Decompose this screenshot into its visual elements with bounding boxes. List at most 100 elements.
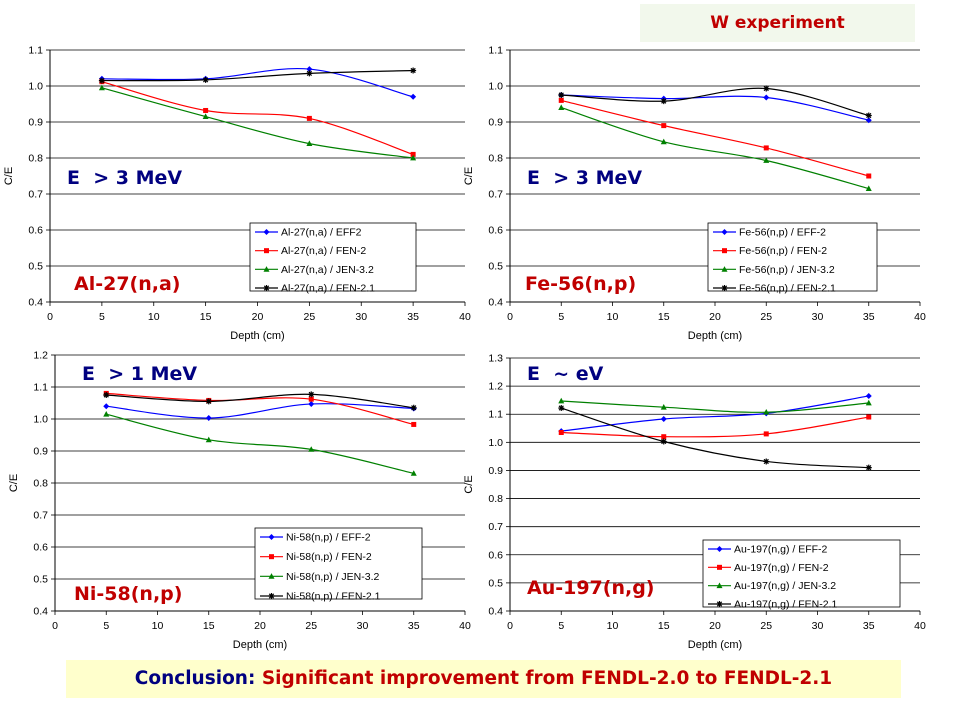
legend-label: Au-197(n,g) / FEN-2.1: [734, 599, 837, 611]
data-point: [558, 92, 565, 98]
y-tick-label: 0.7: [488, 521, 503, 533]
y-tick-label: 1.0: [33, 414, 48, 426]
data-point: [660, 438, 667, 445]
y-tick-label: 0.6: [33, 542, 48, 554]
data-point: [410, 93, 417, 100]
x-tick-label: 5: [99, 311, 105, 323]
x-axis-title: Depth (cm): [233, 639, 287, 651]
data-point: [103, 392, 110, 398]
x-tick-label: 10: [607, 620, 619, 632]
legend-marker: [716, 546, 723, 552]
data-point: [763, 431, 769, 437]
x-tick-label: 10: [152, 620, 164, 632]
x-tick-label: 35: [407, 311, 419, 323]
series-line: [101, 81, 414, 155]
x-tick-label: 0: [52, 620, 58, 632]
x-axis-title: Depth (cm): [688, 639, 742, 651]
data-point: [202, 76, 209, 83]
data-point: [308, 446, 315, 452]
data-point: [202, 113, 209, 119]
x-tick-label: 30: [355, 311, 367, 323]
legend-label: Al-27(n,a) / EFF2: [281, 227, 362, 239]
reaction-label: Al-27(n,a): [74, 273, 180, 295]
data-point: [661, 123, 667, 129]
x-tick-label: 35: [863, 620, 875, 632]
y-tick-label: 1.2: [488, 381, 503, 393]
x-tick-label: 15: [658, 620, 670, 632]
legend-label: Au-197(n,g) / FEN-2: [734, 562, 829, 574]
chart-al27: 0.4 0.5 0.6 0.7 0.8 0.9 1.0 1.1 0 5 10 15 20 25 30 35 40…: [3, 45, 471, 343]
y-axis-title: C/E: [463, 475, 475, 493]
data-point: [660, 138, 667, 145]
x-tick-label: 5: [558, 620, 564, 632]
legend-marker: [264, 248, 269, 254]
x-tick-label: 30: [812, 311, 824, 323]
series-line: [561, 94, 869, 121]
legend-label: Fe-56(n,p) / FEN-2.1: [739, 283, 836, 295]
energy-label: E > 1 MeV: [82, 363, 197, 385]
reaction-label: Au-197(n,g): [527, 577, 655, 599]
data-point: [763, 94, 770, 101]
y-tick-label: 0.9: [488, 117, 503, 129]
data-point: [103, 411, 110, 417]
legend-label: Ni-58(n,p) / FEN-2.1: [286, 591, 381, 603]
legend-marker: [268, 593, 275, 599]
x-tick-label: 0: [47, 311, 53, 323]
chart-au197: 0.4 0.5 0.6 0.7 0.8 0.9 1.0 1.1 1.2 1.3 0 5 10 15 20 25…: [463, 353, 926, 652]
x-tick-label: 0: [507, 620, 513, 632]
data-point: [558, 97, 564, 103]
y-tick-label: 0.8: [488, 153, 503, 165]
data-point: [558, 405, 565, 412]
experiment-label: W experiment: [640, 4, 915, 42]
series-line: [101, 87, 414, 159]
y-tick-label: 0.5: [488, 261, 503, 273]
data-point: [203, 107, 209, 113]
series-line: [561, 87, 869, 117]
data-point: [410, 151, 416, 157]
y-tick-label: 0.8: [488, 493, 503, 505]
y-axis-title: C/E: [3, 167, 15, 185]
legend-box: [707, 222, 878, 292]
chart-ni58: 0.4 0.5 0.6 0.7 0.8 0.9 1.0 1.1 1.2 0 5 10 15 20 25 30 3…: [8, 350, 471, 652]
data-point: [660, 416, 667, 423]
data-point: [865, 117, 872, 124]
y-axis-title: C/E: [8, 474, 20, 492]
legend-marker: [263, 229, 270, 235]
x-tick-label: 40: [459, 620, 471, 632]
y-tick-label: 0.5: [28, 261, 43, 273]
reaction-label: Ni-58(n,p): [74, 583, 182, 605]
legend-marker: [722, 248, 727, 254]
y-tick-label: 0.6: [488, 225, 503, 237]
data-point: [98, 77, 105, 84]
legend-label: Au-197(n,g) / EFF-2: [734, 544, 828, 556]
legend-marker: [721, 266, 728, 272]
data-point: [205, 398, 212, 405]
x-tick-label: 10: [607, 311, 619, 323]
series-line: [561, 400, 869, 413]
data-point: [763, 409, 770, 415]
y-tick-label: 0.6: [488, 549, 503, 561]
y-tick-label: 0.5: [488, 577, 503, 589]
y-tick-label: 1.2: [33, 350, 48, 362]
data-point: [763, 157, 770, 163]
x-tick-label: 20: [709, 620, 721, 632]
y-tick-label: 1.3: [488, 353, 503, 365]
data-point: [558, 397, 565, 404]
data-point: [558, 104, 565, 110]
x-tick-label: 30: [812, 620, 824, 632]
legend-label: Ni-58(n,p) / FEN-2: [286, 551, 372, 563]
x-tick-label: 5: [558, 311, 564, 323]
series-line: [561, 416, 869, 438]
y-tick-label: 0.6: [28, 225, 43, 237]
y-tick-label: 0.4: [33, 606, 48, 618]
x-tick-label: 40: [914, 620, 926, 632]
data-point: [763, 85, 770, 92]
legend-label: Al-27(n,a) / FEN-2.1: [281, 283, 375, 295]
legend-label: Ni-58(n,p) / EFF-2: [286, 532, 371, 544]
legend-marker: [263, 266, 270, 272]
y-tick-label: 0.5: [33, 574, 48, 586]
conclusion-text: Significant improvement from FENDL-2.0 t…: [261, 668, 833, 689]
x-axis-title: Depth (cm): [688, 330, 742, 342]
x-tick-label: 35: [863, 311, 875, 323]
legend-marker: [716, 601, 723, 607]
